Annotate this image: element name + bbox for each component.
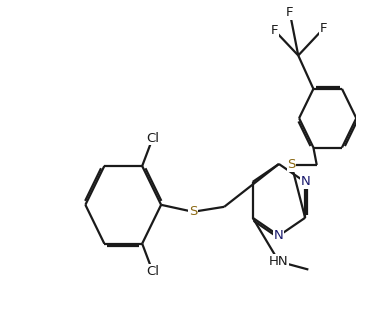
- Text: N: N: [274, 229, 284, 242]
- Text: HN: HN: [269, 255, 289, 268]
- Text: Cl: Cl: [146, 131, 159, 145]
- Text: N: N: [300, 175, 310, 188]
- Text: S: S: [287, 159, 296, 171]
- Text: F: F: [286, 6, 294, 19]
- Text: F: F: [271, 24, 278, 37]
- Text: Cl: Cl: [146, 265, 159, 278]
- Text: S: S: [189, 205, 197, 218]
- Text: F: F: [320, 22, 327, 35]
